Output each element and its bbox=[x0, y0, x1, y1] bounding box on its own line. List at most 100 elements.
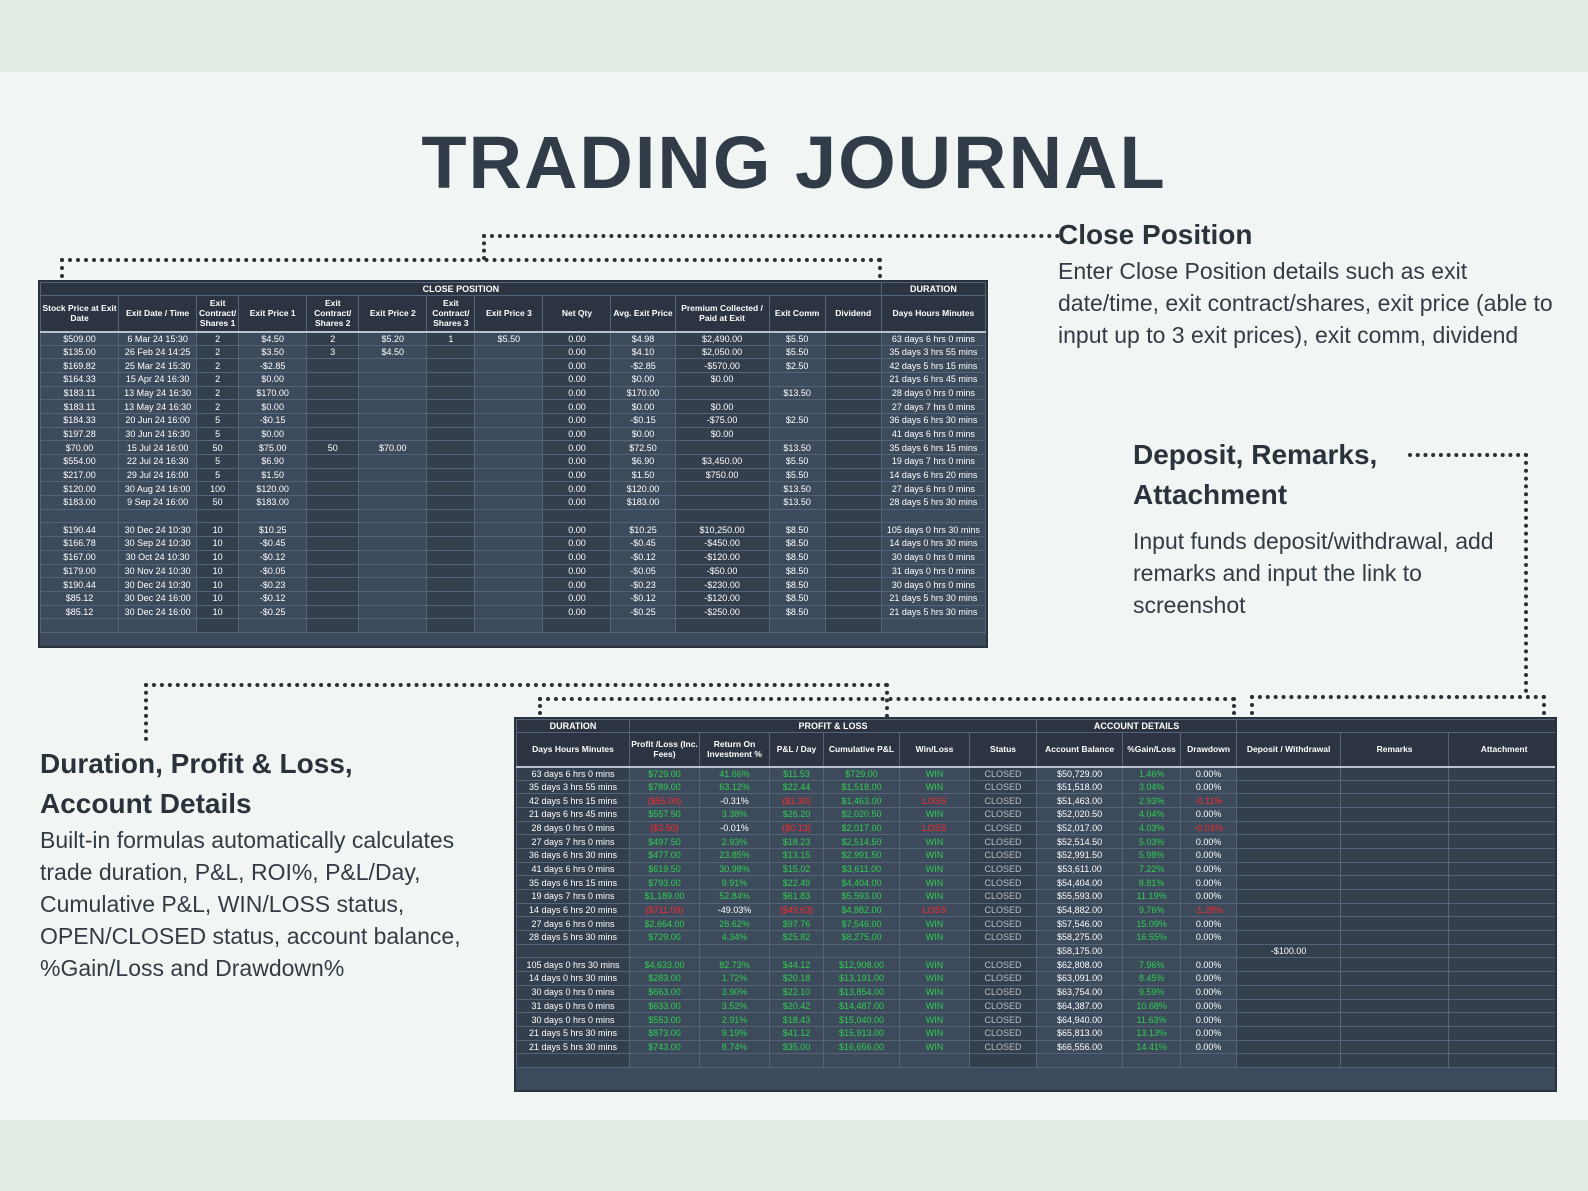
table-cell-status[interactable]: CLOSED bbox=[968, 820, 1038, 836]
table-cell-attachment[interactable] bbox=[1448, 847, 1555, 863]
table-cell-avg-exit-price[interactable]: $4.10 bbox=[610, 344, 676, 360]
table-cell-status[interactable]: CLOSED bbox=[968, 1025, 1038, 1041]
table-cell-deposit-withdrawal[interactable] bbox=[1236, 1012, 1342, 1027]
table-cell-exit-price-3[interactable] bbox=[474, 467, 544, 483]
table-cell-cumulative-p-l[interactable] bbox=[823, 943, 900, 959]
table-cell-deposit-withdrawal[interactable] bbox=[1236, 902, 1342, 918]
table-cell-profit-loss-inc-fees[interactable]: $497.50 bbox=[629, 834, 700, 849]
table-cell-exit-comm[interactable]: $13.50 bbox=[768, 495, 826, 510]
table-cell-avg-exit-price[interactable]: $120.00 bbox=[610, 481, 676, 497]
table-cell-exit-comm[interactable]: $8.50 bbox=[768, 536, 826, 551]
table-cell-days-hours-minutes[interactable]: 27 days 6 hrs 0 mins bbox=[516, 916, 630, 932]
table-cell-gain-loss[interactable]: 3.04% bbox=[1122, 779, 1182, 795]
table-cell-exit-contract-shares-2[interactable] bbox=[306, 618, 360, 633]
table-cell-exit-comm[interactable]: $2.50 bbox=[768, 412, 826, 428]
table-cell-exit-contract-shares-2[interactable] bbox=[306, 522, 360, 538]
table-cell-exit-date-time[interactable]: 15 Apr 24 16:30 bbox=[118, 371, 198, 387]
table-cell-days-hours-minutes[interactable]: 27 days 7 hrs 0 mins bbox=[880, 399, 986, 414]
table-cell-status[interactable]: CLOSED bbox=[968, 984, 1038, 1000]
table-cell-win-loss[interactable]: WIN bbox=[899, 1025, 970, 1041]
table-cell-exit-comm[interactable]: $8.50 bbox=[768, 549, 826, 565]
table-cell-profit-loss-inc-fees[interactable] bbox=[629, 943, 700, 959]
table-cell-p-l-day[interactable]: $44.12 bbox=[769, 957, 824, 973]
table-cell-stock-price-at-exit-date[interactable]: $197.28 bbox=[40, 426, 120, 442]
table-cell-exit-price-2[interactable] bbox=[358, 467, 428, 483]
table-cell-exit-price-2[interactable] bbox=[358, 577, 428, 592]
table-cell-win-loss[interactable]: WIN bbox=[899, 861, 970, 877]
table-cell-deposit-withdrawal[interactable] bbox=[1236, 779, 1342, 795]
table-cell-exit-price-3[interactable] bbox=[474, 426, 544, 442]
table-cell-account-balance[interactable]: $51,518.00 bbox=[1036, 779, 1124, 795]
table-cell-deposit-withdrawal[interactable] bbox=[1236, 1039, 1342, 1055]
table-cell-attachment[interactable] bbox=[1448, 984, 1555, 1000]
table-cell-status[interactable]: CLOSED bbox=[968, 806, 1038, 822]
table-cell-attachment[interactable] bbox=[1448, 971, 1555, 986]
table-cell-remarks[interactable] bbox=[1340, 971, 1450, 986]
table-cell-remarks[interactable] bbox=[1340, 930, 1450, 945]
table-cell-account-balance[interactable]: $63,091.00 bbox=[1036, 971, 1124, 986]
table-cell-status[interactable]: CLOSED bbox=[968, 834, 1038, 849]
table-cell-avg-exit-price[interactable]: -$0.25 bbox=[610, 604, 676, 620]
table-cell-p-l-day[interactable]: $15.02 bbox=[769, 861, 824, 877]
table-cell-exit-date-time[interactable]: 30 Jun 24 16:30 bbox=[118, 426, 198, 442]
table-cell-account-balance[interactable]: $66,556.00 bbox=[1036, 1039, 1124, 1055]
table-cell-exit-date-time[interactable]: 15 Jul 24 16:00 bbox=[118, 440, 198, 455]
table-cell-net-qty[interactable]: 0.00 bbox=[542, 412, 612, 428]
table-cell-avg-exit-price[interactable]: -$2.85 bbox=[610, 358, 676, 373]
table-cell-exit-comm[interactable] bbox=[768, 399, 826, 414]
table-cell-cumulative-p-l[interactable]: $1,463.00 bbox=[823, 793, 900, 808]
table-cell-win-loss[interactable]: WIN bbox=[899, 847, 970, 863]
table-cell-premium-collected-paid-at-exit[interactable] bbox=[674, 495, 770, 510]
table-cell-net-qty[interactable]: 0.00 bbox=[542, 563, 612, 579]
table-cell-return-on-investment[interactable]: 3.38% bbox=[699, 806, 770, 822]
table-cell-avg-exit-price[interactable]: -$0.12 bbox=[610, 590, 676, 606]
table-cell-net-qty[interactable]: 0.00 bbox=[542, 590, 612, 606]
table-cell-exit-price-3[interactable] bbox=[474, 399, 544, 414]
table-cell-days-hours-minutes[interactable]: 21 days 5 hrs 30 mins bbox=[516, 1039, 630, 1055]
table-cell-premium-collected-paid-at-exit[interactable]: -$120.00 bbox=[674, 590, 770, 606]
table-cell-cumulative-p-l[interactable]: $2,017.00 bbox=[823, 820, 900, 836]
table-cell-stock-price-at-exit-date[interactable]: $184.33 bbox=[40, 412, 120, 428]
table-cell-stock-price-at-exit-date[interactable]: $166.78 bbox=[40, 536, 120, 551]
table-cell-avg-exit-price[interactable] bbox=[610, 508, 676, 524]
table-cell-exit-price-1[interactable]: $10.25 bbox=[238, 522, 308, 538]
table-cell-exit-contract-shares-3[interactable]: 1 bbox=[426, 330, 476, 346]
table-cell-dividend[interactable] bbox=[824, 522, 882, 538]
table-cell-cumulative-p-l[interactable] bbox=[823, 1053, 900, 1068]
table-cell-premium-collected-paid-at-exit[interactable]: $2,050.00 bbox=[674, 344, 770, 360]
table-cell-drawdown[interactable]: 0.00% bbox=[1180, 984, 1238, 1000]
table-cell-remarks[interactable] bbox=[1340, 1039, 1450, 1055]
table-cell-exit-contract-shares-3[interactable] bbox=[426, 399, 476, 414]
table-cell-exit-contract-shares-3[interactable] bbox=[426, 522, 476, 538]
table-cell-exit-price-1[interactable]: -$0.25 bbox=[238, 604, 308, 620]
table-cell-win-loss[interactable]: LOSS bbox=[899, 793, 970, 808]
table-cell-dividend[interactable] bbox=[824, 412, 882, 428]
table-cell-win-loss[interactable]: WIN bbox=[899, 984, 970, 1000]
table-cell-cumulative-p-l[interactable]: $14,487.00 bbox=[823, 998, 900, 1014]
table-cell-gain-loss[interactable] bbox=[1122, 1053, 1182, 1068]
table-cell-account-balance[interactable]: $65,813.00 bbox=[1036, 1025, 1124, 1041]
table-cell-days-hours-minutes[interactable]: 21 days 6 hrs 45 mins bbox=[880, 371, 986, 387]
table-cell-premium-collected-paid-at-exit[interactable]: $2,490.00 bbox=[674, 330, 770, 346]
table-cell-profit-loss-inc-fees[interactable]: ($3.50) bbox=[629, 820, 700, 836]
table-cell-exit-contract-shares-2[interactable] bbox=[306, 536, 360, 551]
table-cell-exit-date-time[interactable]: 30 Oct 24 10:30 bbox=[118, 549, 198, 565]
table-cell-stock-price-at-exit-date[interactable]: $183.11 bbox=[40, 385, 120, 401]
table-cell-drawdown[interactable]: 0.00% bbox=[1180, 998, 1238, 1014]
table-cell-exit-contract-shares-2[interactable] bbox=[306, 358, 360, 373]
table-cell-exit-contract-shares-3[interactable] bbox=[426, 454, 476, 469]
table-cell-exit-price-3[interactable] bbox=[474, 549, 544, 565]
table-cell-cumulative-p-l[interactable]: $12,908.00 bbox=[823, 957, 900, 973]
table-cell-attachment[interactable] bbox=[1448, 916, 1555, 932]
table-cell-exit-price-1[interactable]: $3.50 bbox=[238, 344, 308, 360]
table-cell-exit-comm[interactable]: $13.50 bbox=[768, 440, 826, 455]
table-cell-gain-loss[interactable]: 9.76% bbox=[1122, 902, 1182, 918]
table-cell-days-hours-minutes[interactable]: 19 days 7 hrs 0 mins bbox=[880, 454, 986, 469]
table-cell-net-qty[interactable]: 0.00 bbox=[542, 330, 612, 346]
table-cell-exit-price-1[interactable]: $0.00 bbox=[238, 399, 308, 414]
table-cell-exit-contract-shares-2[interactable]: 50 bbox=[306, 440, 360, 455]
table-cell-drawdown[interactable]: -0.11% bbox=[1180, 793, 1238, 808]
table-cell-exit-price-1[interactable] bbox=[238, 618, 308, 633]
table-cell-p-l-day[interactable]: $25.82 bbox=[769, 930, 824, 945]
table-cell-exit-price-2[interactable] bbox=[358, 454, 428, 469]
